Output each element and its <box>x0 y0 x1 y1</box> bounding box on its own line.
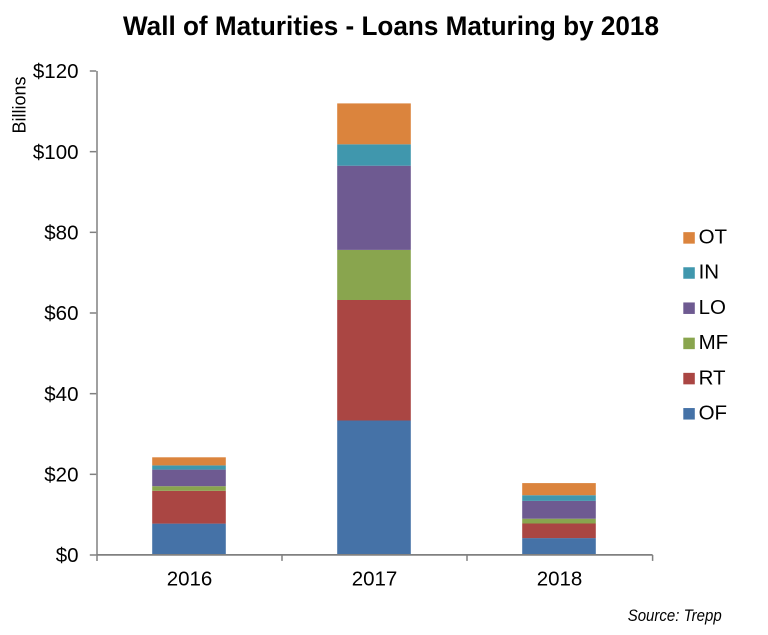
svg-text:$60: $60 <box>44 302 78 325</box>
svg-text:$20: $20 <box>44 464 78 487</box>
svg-text:Wall of Maturities - Loans Mat: Wall of Maturities - Loans Maturing by 2… <box>123 11 659 41</box>
svg-text:$40: $40 <box>44 383 78 406</box>
svg-text:$0: $0 <box>56 544 79 567</box>
svg-text:LO: LO <box>699 296 726 319</box>
svg-text:Billions: Billions <box>10 76 30 133</box>
svg-text:OT: OT <box>699 226 728 249</box>
svg-text:2017: 2017 <box>352 568 398 591</box>
svg-text:$120: $120 <box>33 60 79 83</box>
svg-text:IN: IN <box>699 261 720 284</box>
svg-text:RT: RT <box>699 366 726 389</box>
svg-text:2018: 2018 <box>537 568 583 591</box>
svg-text:MF: MF <box>699 331 729 354</box>
svg-text:$100: $100 <box>33 141 79 164</box>
svg-text:OF: OF <box>699 402 727 425</box>
svg-text:2016: 2016 <box>167 568 213 591</box>
svg-text:Source: Trepp: Source: Trepp <box>628 606 722 625</box>
svg-text:$80: $80 <box>44 222 78 245</box>
